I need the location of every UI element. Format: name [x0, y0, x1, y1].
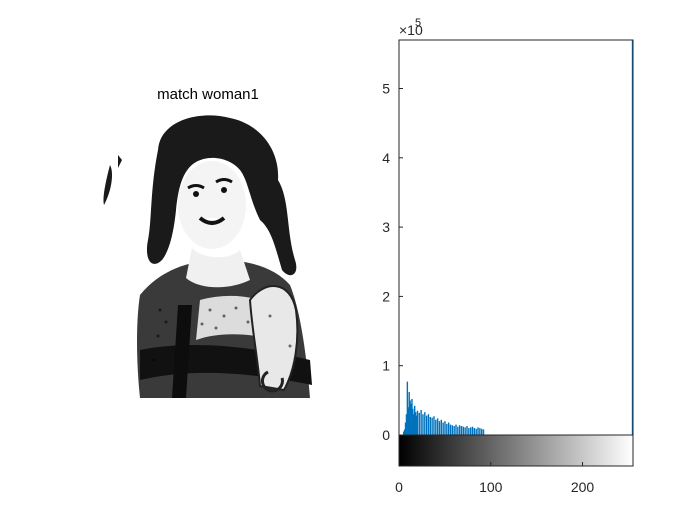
histogram-bar [436, 418, 439, 435]
y-tick-label: 2 [382, 288, 390, 304]
histogram-bar [449, 424, 452, 435]
histogram-bar [414, 405, 416, 435]
histogram-bar [442, 422, 444, 435]
image-title: match woman1 [157, 86, 259, 103]
histogram-bar [414, 412, 417, 435]
histogram-bar [455, 424, 457, 435]
histogram-bar [418, 412, 420, 435]
histogram-bar [412, 408, 414, 435]
histogram-bar [409, 400, 411, 435]
histogram-bar [405, 414, 408, 435]
histogram-bar [477, 427, 479, 435]
y-exponent-times: ×10 [399, 22, 423, 38]
histogram-bar [433, 416, 435, 435]
x-tick-label: 200 [571, 479, 595, 495]
y-tick-label: 5 [382, 81, 390, 97]
y-tick-label: 1 [382, 358, 390, 374]
histogram-bar [416, 410, 419, 435]
histogram-bar [431, 417, 433, 435]
histogram-bar [438, 421, 441, 435]
histogram-bar [408, 392, 410, 435]
histogram-bar [466, 425, 468, 435]
histogram-bar [425, 415, 428, 435]
grayscale-colorbar [398, 434, 634, 467]
histogram-bar [468, 428, 470, 435]
histogram-bar [413, 414, 415, 435]
histogram-bar [422, 414, 424, 435]
histogram-bar [410, 403, 412, 435]
histogram-bar [480, 428, 483, 435]
histogram-bar [446, 423, 448, 435]
histogram-bar [435, 419, 437, 435]
woman-photo-image [103, 115, 312, 398]
x-tick-label: 100 [479, 479, 503, 495]
histogram-bar [427, 414, 430, 435]
histogram-bar [475, 428, 477, 435]
histogram-bar [460, 425, 463, 435]
matched-image [100, 110, 316, 400]
histogram-bar [440, 419, 443, 435]
axes-box [398, 39, 634, 436]
histogram-bar [447, 422, 450, 435]
histogram-bar [458, 425, 461, 435]
y-tick-label: 3 [382, 219, 390, 235]
histogram-bar [444, 421, 446, 435]
histogram-bar [403, 429, 406, 435]
histogram-bar [464, 427, 466, 435]
histogram-bar [482, 429, 485, 435]
y-axis: 0 1 2 3 4 5 [382, 81, 403, 443]
y-tick-label: 4 [382, 150, 390, 166]
histogram-bar [402, 431, 405, 435]
x-axis: 0 100 200 [395, 462, 594, 495]
histogram-bar [451, 425, 454, 435]
y-exponent-power: 5 [415, 17, 421, 29]
histogram-bar [420, 410, 422, 435]
histogram-bar [471, 426, 474, 435]
histogram-bar [473, 428, 476, 435]
y-tick-label: 0 [382, 427, 390, 443]
histogram-bar [407, 407, 409, 435]
x-tick-label: 0 [395, 479, 403, 495]
histogram-bar [453, 425, 455, 435]
histogram-bar [424, 412, 426, 435]
histogram-bar [415, 415, 418, 435]
histogram-bar [479, 428, 481, 435]
histogram-bar [462, 426, 465, 435]
histogram-bar [411, 398, 413, 435]
histogram-bars [402, 40, 634, 435]
histogram-bar [469, 427, 472, 435]
histogram-bar [457, 426, 459, 435]
histogram-bar [406, 381, 409, 435]
histogram-bar [404, 422, 407, 435]
histogram-bar [429, 416, 431, 435]
